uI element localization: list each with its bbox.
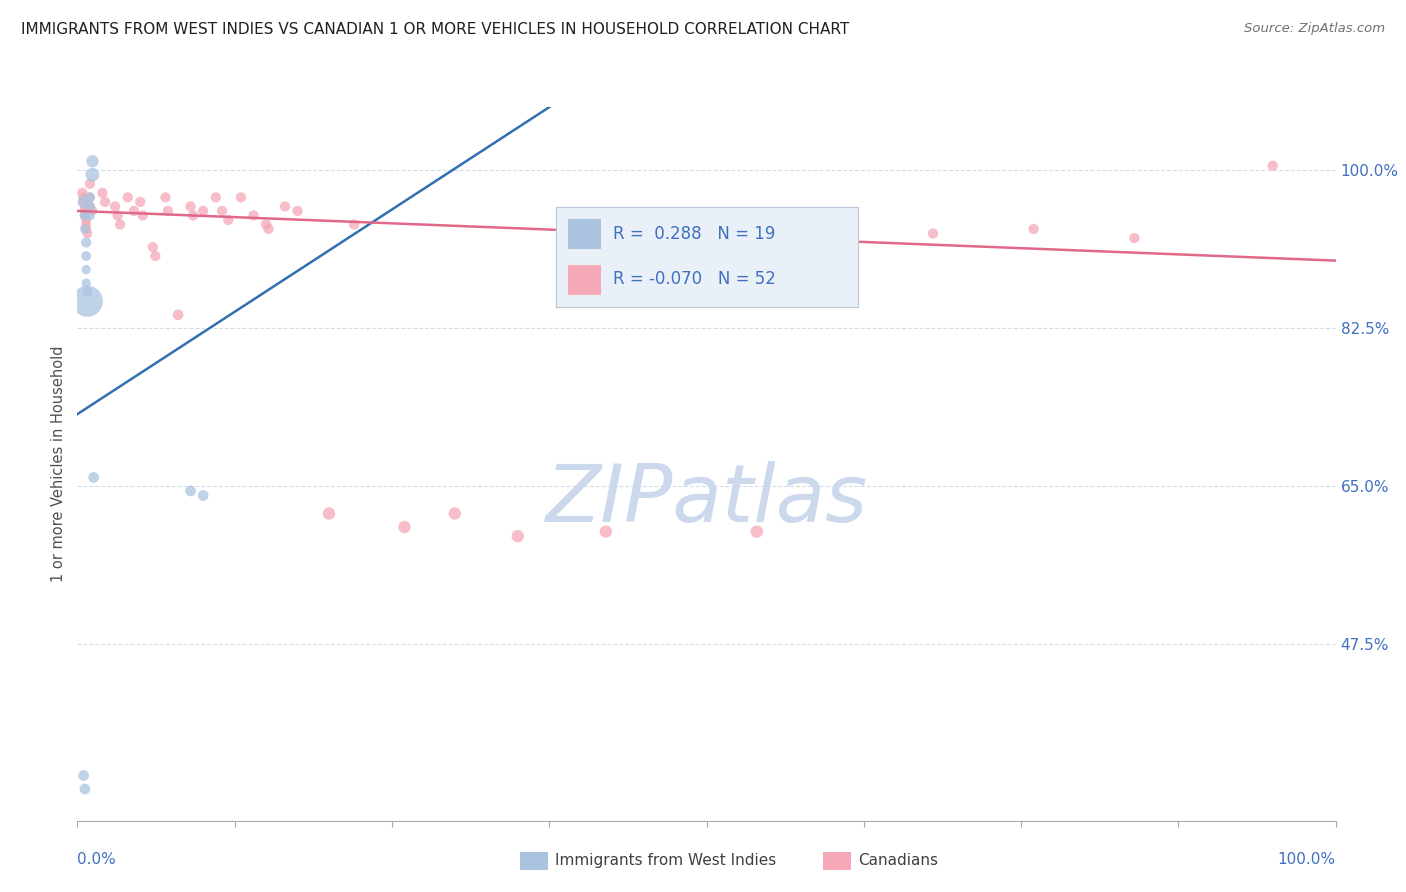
Y-axis label: 1 or more Vehicles in Household: 1 or more Vehicles in Household [51, 345, 66, 582]
Point [79, 209, 101, 223]
Point [204, 190, 226, 204]
Bar [568, 265, 600, 295]
Point [91, 186, 114, 200]
Point [83, 470, 105, 484]
Point [79, 190, 101, 204]
Point [181, 209, 204, 223]
Point [72, 194, 94, 209]
Point [143, 249, 166, 263]
Point [142, 240, 165, 254]
Bar [568, 219, 600, 249]
Point [79, 199, 101, 213]
Point [1123, 231, 1146, 245]
Point [394, 520, 416, 534]
Point [72, 194, 94, 209]
Point [287, 203, 309, 218]
Point [73, 782, 96, 797]
Point [75, 262, 97, 277]
Point [76, 285, 98, 300]
Point [117, 190, 139, 204]
Point [745, 524, 768, 539]
Point [595, 524, 617, 539]
Point [73, 203, 96, 218]
Text: Source: ZipAtlas.com: Source: ZipAtlas.com [1244, 22, 1385, 36]
Point [254, 218, 277, 232]
Point [75, 235, 97, 250]
Point [73, 222, 96, 236]
Point [72, 186, 94, 200]
Point [75, 276, 97, 290]
Point [73, 209, 96, 223]
Point [229, 190, 252, 204]
Text: Immigrants from West Indies: Immigrants from West Indies [555, 854, 776, 868]
Point [211, 203, 233, 218]
Text: R =  0.288   N = 19: R = 0.288 N = 19 [613, 225, 775, 243]
Point [76, 294, 98, 309]
Point [75, 213, 97, 227]
Text: Canadians: Canadians [858, 854, 938, 868]
Point [191, 488, 215, 502]
Point [167, 308, 190, 322]
Point [72, 190, 94, 204]
Point [444, 507, 467, 521]
Point [180, 483, 202, 498]
Text: ZIPatlas: ZIPatlas [546, 460, 868, 539]
Text: IMMIGRANTS FROM WEST INDIES VS CANADIAN 1 OR MORE VEHICLES IN HOUSEHOLD CORRELAT: IMMIGRANTS FROM WEST INDIES VS CANADIAN … [21, 22, 849, 37]
Point [155, 190, 177, 204]
Point [132, 209, 155, 223]
Point [73, 209, 96, 223]
Point [191, 203, 215, 218]
Text: 100.0%: 100.0% [1278, 852, 1336, 867]
Point [82, 168, 104, 182]
Point [242, 209, 264, 223]
Point [75, 249, 97, 263]
Point [122, 203, 145, 218]
Point [82, 203, 104, 218]
Point [506, 529, 529, 543]
Point [72, 768, 94, 782]
Point [318, 507, 340, 521]
Point [257, 222, 280, 236]
Text: R = -0.070   N = 52: R = -0.070 N = 52 [613, 270, 776, 288]
Point [1022, 222, 1045, 236]
Point [79, 190, 101, 204]
Point [343, 218, 366, 232]
Point [75, 222, 97, 236]
Point [922, 227, 945, 241]
Point [274, 199, 297, 213]
Point [107, 209, 129, 223]
Point [129, 194, 152, 209]
Point [73, 199, 96, 213]
Point [671, 222, 693, 236]
Point [1261, 159, 1284, 173]
Point [104, 199, 127, 213]
Point [82, 154, 104, 169]
Point [217, 213, 239, 227]
Text: 0.0%: 0.0% [77, 852, 117, 867]
Point [79, 199, 101, 213]
Point [156, 203, 179, 218]
Point [79, 177, 101, 191]
Point [94, 194, 117, 209]
Point [75, 218, 97, 232]
Point [108, 218, 131, 232]
Point [76, 227, 98, 241]
Point [180, 199, 202, 213]
